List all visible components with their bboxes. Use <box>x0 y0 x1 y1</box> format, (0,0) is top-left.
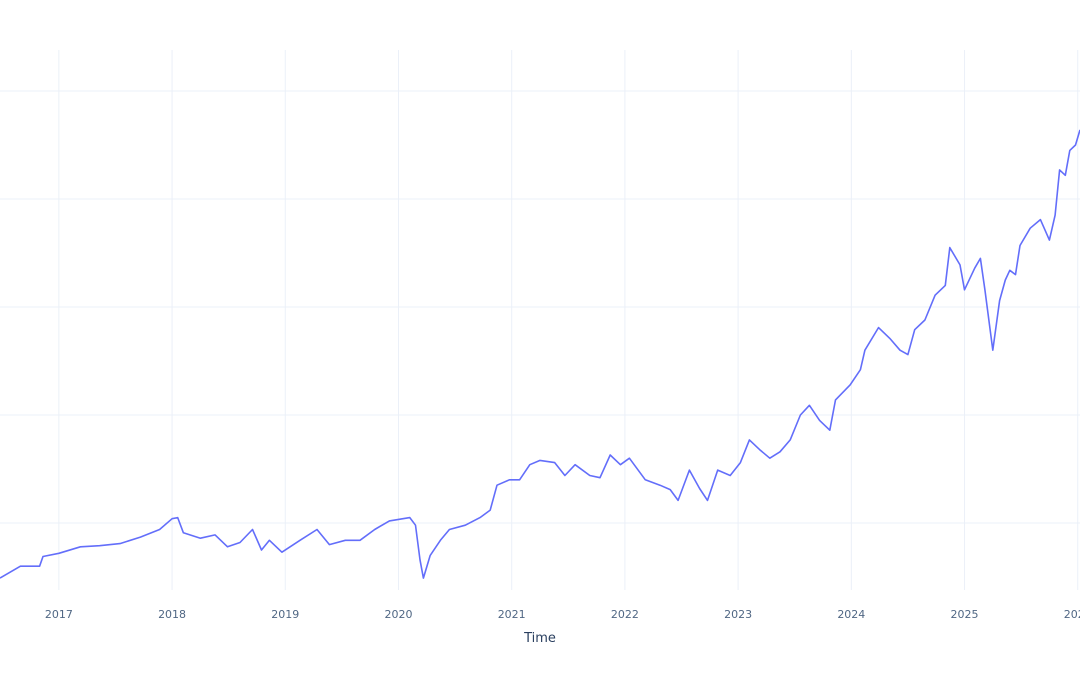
x-tick-labels: 2017 2018 2019 2020 2021 2022 2023 2024 2025 2026 <box>45 608 1080 621</box>
x-tick-label: 2020 <box>384 608 412 621</box>
x-tick-label: 2017 <box>45 608 73 621</box>
x-tick-label: 2024 <box>837 608 865 621</box>
series-layer <box>0 129 1080 579</box>
x-tick-label: 2026 <box>1064 608 1080 621</box>
x-tick-label: 2021 <box>498 608 526 621</box>
x-tick-label: 2023 <box>724 608 752 621</box>
x-tick-label: 2018 <box>158 608 186 621</box>
x-tick-label: 2022 <box>611 608 639 621</box>
x-tick-label: 2025 <box>951 608 979 621</box>
x-axis-title: Time <box>523 631 556 646</box>
x-tick-label: 2019 <box>271 608 299 621</box>
gridlines <box>0 50 1080 590</box>
series-line <box>0 129 1080 579</box>
